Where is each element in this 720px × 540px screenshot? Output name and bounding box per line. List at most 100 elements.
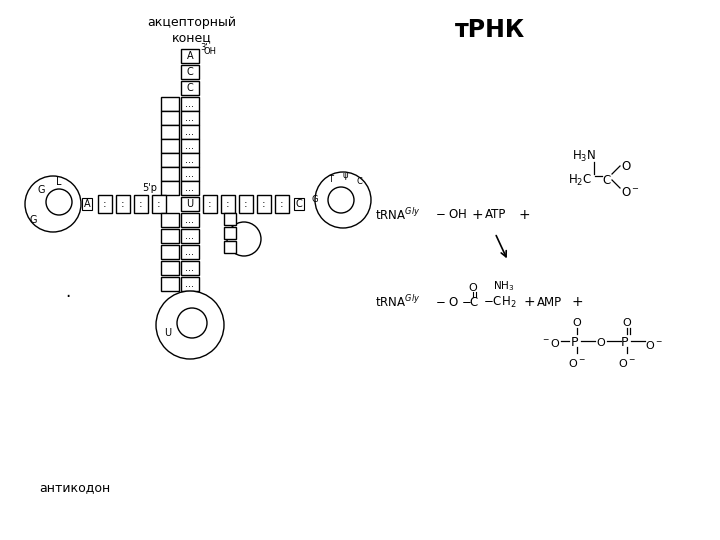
Bar bbox=[181, 139, 199, 153]
Circle shape bbox=[227, 222, 261, 256]
Circle shape bbox=[328, 187, 354, 213]
Text: $+$: $+$ bbox=[571, 295, 583, 309]
Bar bbox=[161, 261, 179, 275]
Text: C: C bbox=[186, 67, 194, 77]
Bar bbox=[181, 213, 199, 227]
Bar bbox=[203, 195, 217, 213]
Text: C: C bbox=[296, 199, 302, 209]
Text: тРНК: тРНК bbox=[455, 18, 526, 42]
Text: ψ: ψ bbox=[342, 172, 348, 180]
Text: $-$ O $-$: $-$ O $-$ bbox=[435, 295, 472, 308]
Bar bbox=[161, 167, 179, 181]
Text: ATP: ATP bbox=[485, 208, 506, 221]
Text: O: O bbox=[572, 318, 581, 328]
Text: U: U bbox=[186, 199, 194, 209]
Bar bbox=[181, 197, 199, 211]
Bar bbox=[181, 245, 199, 259]
Text: $-$ OH: $-$ OH bbox=[435, 208, 467, 221]
Text: :: : bbox=[226, 199, 230, 209]
Bar bbox=[181, 277, 199, 291]
Text: ...: ... bbox=[186, 231, 194, 241]
Text: ...: ... bbox=[186, 113, 194, 123]
Text: G: G bbox=[30, 215, 37, 225]
Text: O$^-$: O$^-$ bbox=[618, 357, 636, 369]
Circle shape bbox=[25, 176, 81, 232]
Text: $-$CH$_2$: $-$CH$_2$ bbox=[483, 294, 516, 309]
Text: антикодон: антикодон bbox=[40, 482, 111, 495]
Text: :: : bbox=[139, 199, 143, 209]
Text: O$^-$: O$^-$ bbox=[568, 357, 586, 369]
Bar bbox=[161, 111, 179, 125]
Bar bbox=[181, 153, 199, 167]
Bar bbox=[161, 229, 179, 243]
Text: A: A bbox=[186, 51, 193, 61]
Circle shape bbox=[46, 189, 72, 215]
Text: G: G bbox=[37, 185, 45, 195]
Text: C: C bbox=[470, 295, 478, 308]
Text: $+$: $+$ bbox=[523, 295, 535, 309]
Circle shape bbox=[315, 172, 371, 228]
Text: A: A bbox=[84, 199, 90, 209]
Bar bbox=[161, 139, 179, 153]
Text: ...: ... bbox=[186, 141, 194, 151]
Bar bbox=[181, 261, 199, 275]
Text: :: : bbox=[208, 199, 212, 209]
Bar bbox=[181, 65, 199, 79]
Bar bbox=[181, 229, 199, 243]
Bar bbox=[161, 213, 179, 227]
Text: ...: ... bbox=[186, 99, 194, 109]
Bar bbox=[239, 195, 253, 213]
Text: C: C bbox=[356, 178, 362, 186]
Text: 3': 3' bbox=[200, 44, 207, 52]
Text: ...: ... bbox=[186, 263, 194, 273]
Text: :: : bbox=[157, 199, 161, 209]
Circle shape bbox=[156, 291, 224, 359]
Text: акцепторный
конец: акцепторный конец bbox=[148, 16, 236, 44]
Bar bbox=[134, 195, 148, 213]
Text: ...: ... bbox=[186, 169, 194, 179]
Bar bbox=[181, 181, 199, 195]
Text: O$^-$: O$^-$ bbox=[621, 186, 640, 199]
Text: AMP: AMP bbox=[537, 295, 562, 308]
Text: H$_2$C: H$_2$C bbox=[568, 172, 592, 187]
Text: ...: ... bbox=[186, 155, 194, 165]
Bar bbox=[161, 181, 179, 195]
Text: C: C bbox=[602, 173, 611, 186]
Text: O: O bbox=[623, 318, 631, 328]
Bar bbox=[275, 195, 289, 213]
Bar bbox=[221, 195, 235, 213]
Bar bbox=[224, 241, 236, 253]
Bar bbox=[116, 195, 130, 213]
Text: NH$_3$: NH$_3$ bbox=[493, 279, 514, 293]
Text: C: C bbox=[186, 83, 194, 93]
Text: P: P bbox=[571, 336, 579, 349]
Bar bbox=[152, 195, 166, 213]
Bar bbox=[161, 245, 179, 259]
Text: O: O bbox=[597, 338, 606, 348]
Text: $+$: $+$ bbox=[471, 208, 483, 222]
Bar bbox=[161, 277, 179, 291]
Text: O: O bbox=[621, 159, 630, 172]
Bar bbox=[181, 111, 199, 125]
Bar bbox=[161, 97, 179, 111]
Text: P: P bbox=[621, 336, 629, 349]
Text: O: O bbox=[469, 283, 477, 293]
Bar bbox=[181, 49, 199, 63]
Text: :: : bbox=[280, 199, 284, 209]
Text: 5'p: 5'p bbox=[142, 183, 157, 193]
Text: H$_3$N: H$_3$N bbox=[572, 148, 596, 164]
Text: :: : bbox=[103, 199, 107, 209]
Text: O$^-$: O$^-$ bbox=[645, 339, 663, 351]
Text: ...: ... bbox=[186, 279, 194, 289]
Text: G: G bbox=[312, 195, 318, 205]
Bar bbox=[257, 195, 271, 213]
Bar bbox=[98, 195, 112, 213]
Bar bbox=[224, 213, 236, 225]
Text: U: U bbox=[164, 328, 171, 338]
Bar bbox=[181, 81, 199, 95]
Circle shape bbox=[177, 308, 207, 338]
Text: ...: ... bbox=[186, 215, 194, 225]
Bar bbox=[161, 153, 179, 167]
Bar bbox=[224, 227, 236, 239]
Text: L: L bbox=[56, 177, 62, 187]
